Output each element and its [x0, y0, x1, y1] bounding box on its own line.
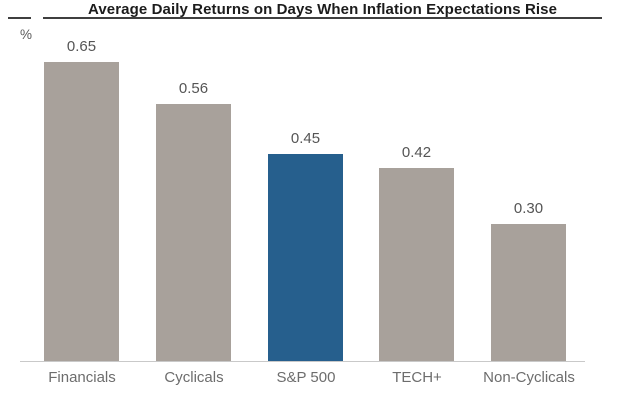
- category-label-non-cyclicals: Non-Cyclicals: [483, 369, 575, 386]
- bar-s-p-500: [268, 154, 343, 362]
- value-label-s-p-500: 0.45: [290, 130, 321, 147]
- plot-area: 0.65 0.56 0.45 0.42 0.30: [0, 2, 640, 362]
- bar-cyclicals: [156, 104, 231, 362]
- category-label-cyclicals: Cyclicals: [164, 369, 224, 386]
- value-label-tech: 0.42: [401, 144, 432, 161]
- title-rule-left-segment: [8, 17, 31, 19]
- x-axis-baseline: [20, 361, 585, 362]
- category-label-tech: TECH+: [392, 369, 442, 386]
- value-label-non-cyclicals: 0.30: [513, 200, 544, 217]
- bar-financials: [44, 62, 119, 362]
- category-axis: Financials Cyclicals S&P 500 TECH+ Non-Cycli…: [0, 369, 640, 393]
- y-axis-unit-label: %: [20, 27, 33, 42]
- chart-title: Average Daily Returns on Days When Infla…: [87, 1, 558, 18]
- category-label-financials: Financials: [48, 369, 116, 386]
- value-label-financials: 0.65: [66, 38, 97, 55]
- title-rule: [43, 17, 602, 19]
- value-label-cyclicals: 0.56: [178, 80, 209, 97]
- bar-non-cyclicals: [491, 224, 566, 362]
- category-label-s-p-500: S&P 500: [276, 369, 336, 386]
- bar-tech: [379, 168, 454, 362]
